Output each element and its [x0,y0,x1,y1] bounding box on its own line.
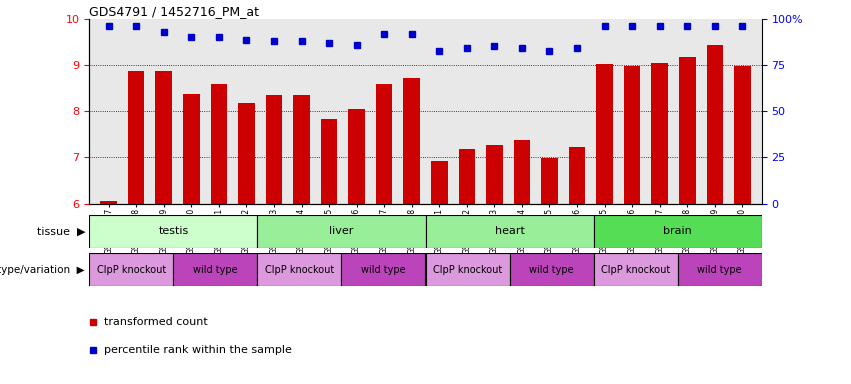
Bar [459,149,475,204]
Bar [403,78,420,204]
Bar [238,103,254,204]
Bar [593,215,762,248]
Bar [734,66,751,204]
Bar [624,66,641,204]
Bar [257,215,426,248]
Bar [321,119,337,204]
Text: transformed count: transformed count [104,317,208,327]
Text: liver: liver [329,226,354,237]
Bar [266,95,283,204]
Text: wild type: wild type [529,265,574,275]
Bar [348,109,365,204]
Bar [431,161,448,204]
Text: testis: testis [158,226,189,237]
Bar [541,158,557,204]
Bar [706,45,723,204]
Bar [174,253,257,286]
Bar [183,94,200,204]
Text: wild type: wild type [697,265,742,275]
Text: brain: brain [663,226,692,237]
Text: percentile rank within the sample: percentile rank within the sample [104,345,292,355]
Bar [510,253,593,286]
Bar [568,147,585,204]
Bar [89,215,257,248]
Bar [294,95,310,204]
Text: ClpP knockout: ClpP knockout [265,265,334,275]
Text: tissue  ▶: tissue ▶ [37,226,85,237]
Text: genotype/variation  ▶: genotype/variation ▶ [0,265,85,275]
Bar [210,84,227,204]
Bar [156,71,172,204]
Bar [426,253,510,286]
Bar [89,253,174,286]
Bar [426,215,594,248]
Bar [376,84,392,204]
Bar [128,71,145,204]
Bar [597,64,613,204]
Text: wild type: wild type [193,265,237,275]
Bar [593,253,677,286]
Bar [100,201,117,204]
Text: GDS4791 / 1452716_PM_at: GDS4791 / 1452716_PM_at [89,5,260,18]
Bar [486,144,503,204]
Bar [677,253,762,286]
Bar [679,57,695,204]
Bar [341,253,426,286]
Bar [514,140,530,204]
Text: ClpP knockout: ClpP knockout [433,265,502,275]
Bar [651,63,668,204]
Bar [257,253,341,286]
Text: ClpP knockout: ClpP knockout [97,265,166,275]
Text: heart: heart [494,226,524,237]
Text: wild type: wild type [361,265,406,275]
Text: ClpP knockout: ClpP knockout [601,265,671,275]
